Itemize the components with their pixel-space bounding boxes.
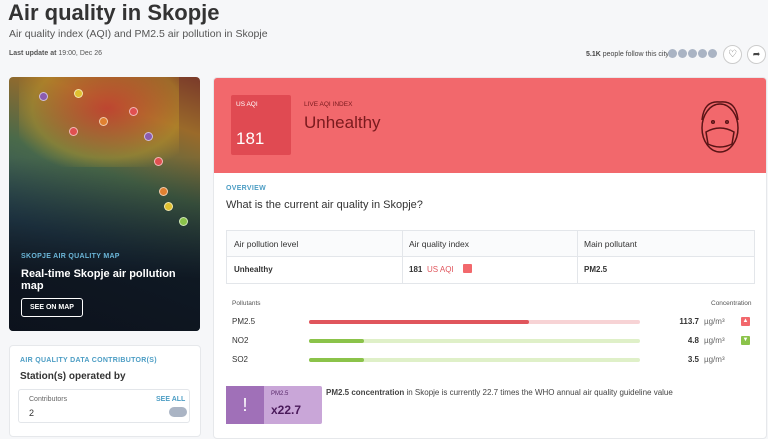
table-level: Unhealthy <box>234 265 273 274</box>
contributors-count: 2 <box>29 408 35 418</box>
main-card: US AQI 181 LIVE AQI INDEX Unhealthy OVER… <box>213 77 767 439</box>
followers-text: people follow this city <box>602 51 669 58</box>
aqi-value: 181 <box>236 129 265 148</box>
who-pollutant: PM2.5 <box>271 391 289 397</box>
map-kicker: SKOPJE AIR QUALITY MAP <box>21 253 120 260</box>
pollutant-unit: µg/m³ <box>704 317 725 326</box>
who-note-bold: PM2.5 concentration <box>326 388 405 397</box>
pollutant-value: 4.8 <box>687 336 699 345</box>
follower-avatars <box>668 49 718 60</box>
pollutants-header: Pollutants <box>232 300 261 307</box>
trend-badge: ▼ <box>741 336 750 345</box>
contributors-title: Station(s) operated by <box>20 371 126 382</box>
subtitle: Air quality index (AQI) and PM2.5 air po… <box>9 28 268 40</box>
map-shade <box>9 157 200 331</box>
aqi-unit: US AQI <box>236 101 258 108</box>
followers-count: 5.1K <box>586 51 601 58</box>
mask-face-icon <box>701 101 739 153</box>
pollutant-name: SO2 <box>232 355 249 364</box>
table-header-row <box>227 231 754 257</box>
share-button[interactable]: ➦ <box>747 45 766 64</box>
last-update: Last update at 19:00, Dec 26 <box>9 50 102 57</box>
table-pollutant: PM2.5 <box>584 265 608 274</box>
contributors-card: AIR QUALITY DATA CONTRIBUTOR(S) Station(… <box>9 345 201 437</box>
table-index-unit: US AQI <box>427 265 454 274</box>
pollutant-unit: µg/m³ <box>704 336 725 345</box>
see-on-map-button[interactable]: SEE ON MAP <box>21 298 83 317</box>
update-time: 19:00, Dec 26 <box>58 50 102 57</box>
overview-kicker: OVERVIEW <box>226 185 267 192</box>
who-note-text: in Skopje is currently 22.7 times the WH… <box>404 388 673 397</box>
bar-fill <box>309 339 364 343</box>
map-card: SKOPJE AIR QUALITY MAP Real-time Skopje … <box>9 77 200 331</box>
contributors-kicker: AIR QUALITY DATA CONTRIBUTOR(S) <box>20 357 157 364</box>
pollutant-unit: µg/m³ <box>704 355 725 364</box>
aqi-level: Unhealthy <box>304 113 381 132</box>
pollutant-name: NO2 <box>232 336 249 345</box>
index-badge <box>463 264 472 273</box>
bar-track <box>309 339 640 343</box>
table-header: Main pollutant <box>584 239 637 249</box>
who-factor: x22.7 <box>271 403 302 417</box>
pollutant-name: PM2.5 <box>232 317 256 326</box>
aqi-kicker: LIVE AQI INDEX <box>304 101 353 108</box>
bar-fill <box>309 320 529 324</box>
see-all-link[interactable]: SEE ALL <box>156 396 186 403</box>
contributor-avatars <box>169 407 187 417</box>
table-header: Air quality index <box>409 239 470 249</box>
aqi-banner: US AQI 181 LIVE AQI INDEX Unhealthy <box>214 78 766 173</box>
table-header: Air pollution level <box>234 239 299 249</box>
map-title: Real-time Skopje air pollution map <box>21 268 176 292</box>
table-index: 181 <box>409 265 423 274</box>
pollutant-value: 3.5 <box>687 355 699 364</box>
follow-button[interactable]: ♡ <box>723 45 742 64</box>
who-box: ! PM2.5 x22.7 <box>226 386 322 424</box>
followers: 5.1K people follow this city <box>586 51 669 58</box>
who-note: PM2.5 concentration in Skopje is current… <box>326 388 673 397</box>
contributors-box: Contributors 2 SEE ALL <box>18 389 190 423</box>
trend-badge: ▲ <box>741 317 750 326</box>
warning-icon: ! <box>226 386 264 424</box>
update-label: Last update at <box>9 50 57 57</box>
pollutant-value: 113.7 <box>679 317 699 326</box>
concentration-header: Concentration <box>711 300 752 307</box>
contributors-label: Contributors <box>29 396 68 403</box>
page-title: Air quality in Skopje <box>8 0 220 25</box>
bar-track <box>309 358 640 362</box>
bar-fill <box>309 358 364 362</box>
aqi-box: US AQI 181 <box>231 95 291 155</box>
overview-table: Air pollution level Air quality index Ma… <box>226 230 755 284</box>
overview-question: What is the current air quality in Skopj… <box>226 199 423 211</box>
